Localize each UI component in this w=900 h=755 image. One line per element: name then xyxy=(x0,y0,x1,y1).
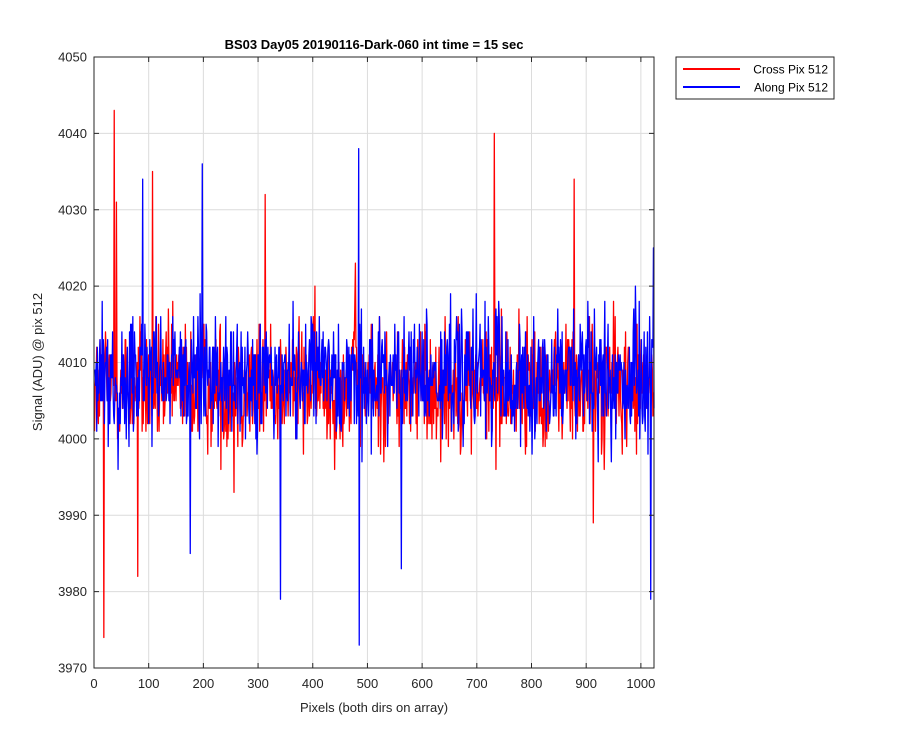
y-tick-label: 4020 xyxy=(58,279,87,294)
x-tick-label: 400 xyxy=(302,676,324,691)
x-tick-label: 500 xyxy=(357,676,379,691)
y-tick-label: 3970 xyxy=(58,661,87,676)
x-tick-label: 1000 xyxy=(626,676,655,691)
x-tick-label: 100 xyxy=(138,676,160,691)
legend-label-cross: Cross Pix 512 xyxy=(753,63,828,77)
x-axis-label: Pixels (both dirs on array) xyxy=(300,700,448,715)
y-tick-label: 4030 xyxy=(58,202,87,217)
y-axis-label: Signal (ADU) @ pix 512 xyxy=(30,293,45,431)
series-line-along-pix-512 xyxy=(94,148,655,646)
legend: Cross Pix 512 Along Pix 512 xyxy=(675,56,835,100)
x-tick-label: 900 xyxy=(575,676,597,691)
y-tick-label: 4010 xyxy=(58,355,87,370)
legend-label-along: Along Pix 512 xyxy=(754,81,828,95)
y-tick-label: 4050 xyxy=(58,50,87,65)
x-tick-label: 700 xyxy=(466,676,488,691)
y-tick-label: 3990 xyxy=(58,508,87,523)
y-tick-label: 4000 xyxy=(58,431,87,446)
y-tick-label: 3980 xyxy=(58,584,87,599)
x-tick-label: 600 xyxy=(411,676,433,691)
chart-title: BS03 Day05 20190116-Dark-060 int time = … xyxy=(225,37,524,52)
x-tick-label: 200 xyxy=(193,676,215,691)
legend-box xyxy=(675,56,835,100)
x-tick-label: 800 xyxy=(521,676,543,691)
x-tick-label: 0 xyxy=(90,676,97,691)
x-tick-label: 300 xyxy=(247,676,269,691)
y-tick-label: 4040 xyxy=(58,126,87,141)
